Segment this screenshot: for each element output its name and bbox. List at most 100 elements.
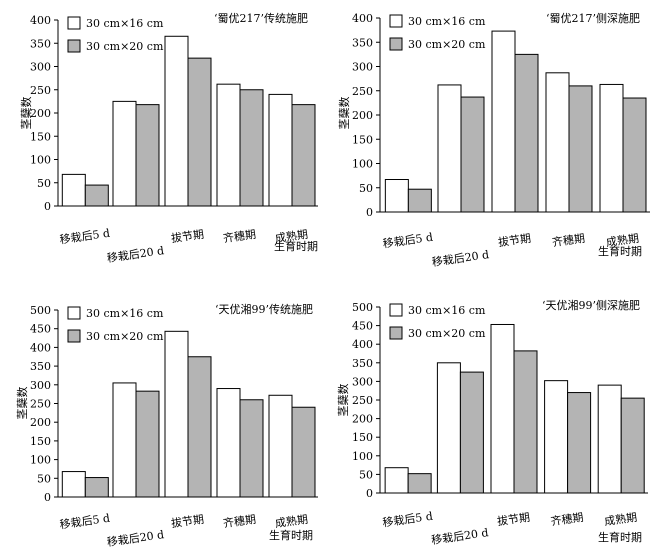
panel-4-ylabel: 茎蘖数 [336, 384, 350, 417]
panel-4-legend-swatch-1 [389, 303, 403, 317]
panel-1-ytick-label-8: 350 [30, 37, 51, 50]
panel-4-legend-label-1: 30 cm×16 cm [408, 304, 486, 317]
panel-3-bar-s1-4 [216, 388, 241, 498]
panel-3-bar-s2-1 [84, 477, 109, 498]
panel-1-ylabel: 茎蘖数 [19, 97, 33, 130]
panel-4-ytick-label-9: 400 [352, 338, 373, 351]
panel-4-ytick-label-1: 0 [366, 487, 373, 500]
panel-2-category-label-1: 移栽后5 d [382, 231, 434, 251]
panel-1-ytick-label-4: 150 [30, 130, 51, 143]
panel-2-bar-s1-5 [599, 83, 624, 213]
panel-4-bar-s1-1 [384, 467, 409, 494]
panel-2-category-label-2: 移栽后20 d [431, 248, 490, 269]
panel-3-bar-s2-3 [187, 356, 212, 498]
panel-2-ytick-label-3: 100 [352, 158, 373, 171]
panel-2-category-label-3: 拔节期 [497, 231, 532, 249]
panel-3-category-label-2: 移栽后20 d [106, 528, 165, 549]
panel-2-ytick-label-2: 50 [359, 182, 373, 195]
panel-4-category-label-3: 拔节期 [496, 510, 531, 528]
panel-1-bar-s2-4 [239, 89, 264, 207]
panel-3-ytick-label-7: 300 [30, 379, 51, 392]
panel-1-legend-swatch-1 [67, 16, 81, 30]
panel-3-legend-label-1: 30 cm×16 cm [86, 307, 164, 320]
panel-2-bar-s1-3 [491, 30, 516, 213]
panel-3-ytick-label-2: 50 [37, 472, 51, 485]
panel-4-bar-s1-4 [544, 380, 569, 494]
panel-1-bar-s2-1 [84, 184, 109, 207]
panel-2-ytick-label-1: 0 [366, 206, 373, 219]
panel-2-legend-label-1: 30 cm×16 cm [408, 15, 486, 28]
panel-2-ytick-label-8: 350 [352, 36, 373, 49]
panel-3-bar-s1-2 [112, 382, 137, 498]
panel-3-category-label-4: 齐穗期 [222, 512, 257, 530]
panel-4-bar-s2-1 [407, 473, 432, 494]
panel-4-ytick-label-4: 150 [352, 431, 373, 444]
panel-3-bar-s1-5 [268, 394, 293, 498]
panel-4-category-label-5: 成熟期 [603, 510, 638, 528]
panel-4-category-label-4: 齐穗期 [550, 510, 585, 528]
panel-4-ytick-label-3: 100 [352, 450, 373, 463]
panel-2-title: ‘蜀优217’侧深施肥 [546, 12, 640, 25]
panel-4-ytick-label-2: 50 [359, 468, 373, 481]
panel-1-bar-s1-3 [164, 35, 189, 207]
panel-1-legend-label-1: 30 cm×16 cm [86, 17, 164, 30]
panel-1-ytick-label-5: 200 [30, 107, 51, 120]
panel-1-legend-label-2: 30 cm×20 cm [86, 40, 164, 53]
panel-1-bar-s1-1 [61, 173, 86, 207]
panel-2-xlabel: 生育时期 [598, 244, 642, 258]
panel-1-category-label-1: 移栽后5 d [59, 227, 111, 247]
panel-2-ytick-label-4: 150 [352, 133, 373, 146]
panel-3-category-label-1: 移栽后5 d [59, 512, 111, 532]
chart-panel-1: ‘蜀优217’传统施肥 茎蘖数 生育时期 30 cm×16 cm 30 cm×2… [19, 12, 318, 265]
panel-3-legend-label-2: 30 cm×20 cm [86, 330, 164, 343]
panel-4-bar-s2-5 [620, 397, 645, 494]
panel-2-legend-swatch-1 [389, 14, 403, 28]
panel-4-legend-swatch-2 [389, 326, 403, 340]
chart-panel-3: ‘天优湘99’传统施肥 茎蘖数 生育时期 30 cm×16 cm 30 cm×2… [15, 302, 318, 549]
panel-1-legend-swatch-2 [67, 39, 81, 53]
panel-1-ytick-label-6: 250 [30, 84, 51, 97]
panel-1-ytick-label-1: 0 [44, 200, 51, 213]
panel-4-ytick-label-6: 250 [352, 394, 373, 407]
panel-1-ytick-label-7: 300 [30, 61, 51, 74]
chart-panel-2: ‘蜀优217’侧深施肥 茎蘖数 生育时期 30 cm×16 cm 30 cm×2… [337, 12, 650, 269]
panel-2-bar-s2-5 [622, 97, 647, 213]
panel-2-ytick-label-6: 250 [352, 85, 373, 98]
panel-1-category-label-2: 移栽后20 d [106, 244, 165, 265]
panel-1-bar-s1-5 [268, 93, 293, 207]
panel-1-bar-s1-4 [216, 83, 241, 207]
panel-3-ytick-label-9: 400 [30, 341, 51, 354]
panel-3-bar-s2-4 [239, 399, 264, 498]
panel-3-bar-s1-3 [164, 330, 189, 498]
panel-2-bar-s2-3 [514, 53, 539, 213]
panel-3-xlabel: 生育时期 [269, 528, 313, 542]
panel-4-ytick-label-8: 350 [352, 357, 373, 370]
panel-4-bar-s2-4 [567, 392, 592, 494]
panel-1-bar-s2-3 [187, 57, 212, 207]
panel-4-ytick-label-5: 200 [352, 413, 373, 426]
panel-1-title: ‘蜀优217’传统施肥 [214, 12, 308, 25]
panel-4-bar-s1-5 [597, 384, 622, 494]
panel-2-bar-s2-2 [460, 96, 485, 213]
panel-1-xlabel: 生育时期 [274, 239, 318, 253]
panel-3-legend-swatch-1 [67, 306, 81, 320]
panel-1-category-label-5: 成熟期 [274, 227, 309, 245]
panel-1-ytick-label-2: 50 [37, 177, 51, 190]
panel-1-bar-s1-2 [112, 100, 137, 207]
panel-2-bar-s1-1 [384, 179, 409, 213]
panel-2-category-label-4: 齐穗期 [551, 231, 586, 249]
panel-2-bar-s2-4 [568, 85, 593, 213]
panel-4-bar-s2-2 [459, 371, 484, 494]
panel-3-legend-swatch-2 [67, 329, 81, 343]
panel-3-title: ‘天优湘99’传统施肥 [215, 302, 313, 316]
panel-3-category-label-5: 成熟期 [274, 512, 309, 530]
panel-3-ytick-label-1: 0 [44, 491, 51, 504]
panel-3-ytick-label-4: 150 [30, 435, 51, 448]
panel-3-bar-s2-2 [135, 390, 160, 498]
panel-4-legend-label-2: 30 cm×20 cm [408, 327, 486, 340]
panel-4-xlabel: 生育时期 [598, 530, 642, 544]
panel-1-ytick-label-9: 400 [30, 14, 51, 27]
panel-1-bar-s2-5 [291, 104, 316, 207]
panel-2-ylabel: 茎蘖数 [337, 97, 351, 130]
